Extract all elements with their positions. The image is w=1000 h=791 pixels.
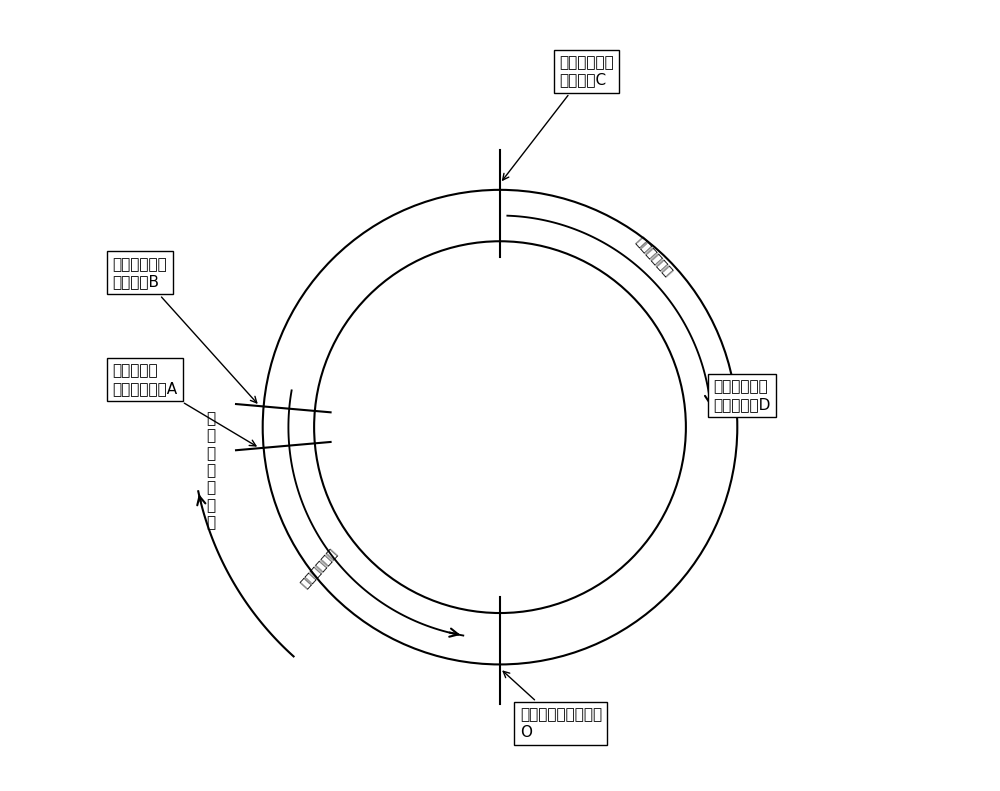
Text: 触发前数据区: 触发前数据区	[298, 546, 340, 591]
Text: 数据存储器起始地址
O: 数据存储器起始地址 O	[503, 672, 602, 740]
Text: 触发后最后一
个有效地址D: 触发后最后一 个有效地址D	[714, 380, 771, 411]
Text: 触发后最后
一个有效地址A: 触发后最后 一个有效地址A	[112, 364, 256, 446]
Text: 记录触发时间
锁存地址C: 记录触发时间 锁存地址C	[503, 55, 614, 180]
Text: 触发前第一个
有效地址B: 触发前第一个 有效地址B	[112, 257, 257, 403]
Text: 触发后数据区: 触发后数据区	[633, 234, 674, 279]
Text: 数
据
包
存
储
方
向: 数 据 包 存 储 方 向	[207, 411, 216, 530]
